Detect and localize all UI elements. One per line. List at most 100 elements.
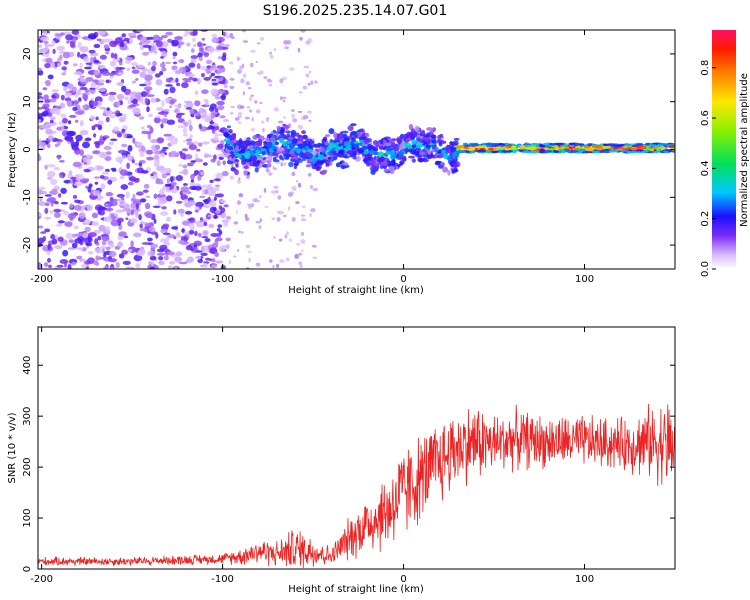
spectrogram-cell xyxy=(72,194,78,199)
spectrogram-cell xyxy=(140,170,149,174)
spectrogram-cell xyxy=(54,245,63,250)
spectrogram-cell xyxy=(126,67,131,72)
spectrogram-cell xyxy=(173,209,177,215)
spectrogram-cell xyxy=(388,165,395,172)
spectrogram-cell xyxy=(392,159,396,166)
spectrogram-cell xyxy=(127,99,132,105)
spectrogram-cell xyxy=(72,106,78,112)
spectrogram-cell xyxy=(93,69,100,76)
spectrogram-cell xyxy=(45,44,54,47)
spectrogram-cell xyxy=(116,82,124,86)
spectrogram-cell xyxy=(159,244,168,250)
spectrogram-cell xyxy=(38,141,44,147)
spectrogram-cell xyxy=(260,36,265,41)
spectrogram-cell xyxy=(92,150,101,155)
spectrogram-cell xyxy=(93,260,99,266)
spectrogram-cell xyxy=(108,258,117,263)
spectrogram-cell xyxy=(254,198,258,203)
spectrogram-cell xyxy=(291,138,298,144)
spectrogram-cell xyxy=(175,77,179,83)
spectrogram-cell xyxy=(97,197,102,201)
spectrogram-cell xyxy=(250,127,255,132)
spectrogram-cell xyxy=(91,125,96,131)
spectrogram-xtick-label: -200 xyxy=(30,274,53,285)
spectrogram-cell xyxy=(118,253,125,259)
spectrogram-cell xyxy=(142,44,152,48)
spectrogram-cell xyxy=(99,175,105,179)
spectrogram-cell xyxy=(57,57,62,63)
spectrogram-cell xyxy=(175,251,183,257)
spectrogram-cell xyxy=(602,143,608,146)
spectrogram-cell xyxy=(439,133,444,138)
spectrogram-cell xyxy=(38,189,43,195)
spectrogram-cell xyxy=(278,238,283,242)
spectrogram-cell xyxy=(289,67,295,71)
spectrogram-cell xyxy=(212,136,219,141)
spectrogram-cell xyxy=(97,235,102,241)
spectrogram-cell xyxy=(77,41,82,49)
spectrogram-cell xyxy=(152,60,157,67)
spectrogram-cell xyxy=(213,196,217,201)
spectrogram-cell xyxy=(434,146,440,153)
spectrogram-cell xyxy=(64,92,72,98)
spectrogram-cell xyxy=(317,160,325,165)
spectrogram-cell xyxy=(150,139,159,144)
spectrogram-cell xyxy=(235,209,238,214)
spectrogram-cell xyxy=(87,251,94,255)
spectrogram-cell xyxy=(263,76,268,79)
spectrogram-cell xyxy=(109,266,116,269)
spectrogram-cell xyxy=(219,115,226,119)
spectrogram-cell xyxy=(209,247,218,255)
spectrogram-cell xyxy=(38,107,43,110)
spectrogram-cell xyxy=(318,154,325,161)
spectrogram-cell xyxy=(181,228,185,233)
spectrogram-cell xyxy=(234,152,240,157)
spectrogram-cell xyxy=(82,104,87,109)
spectrogram-cell xyxy=(216,67,223,74)
spectrogram-cell xyxy=(95,82,105,86)
spectrogram-cell xyxy=(208,258,212,262)
spectrogram-cell xyxy=(101,71,111,76)
spectrogram-cell xyxy=(139,221,145,224)
spectrogram-cell xyxy=(310,80,314,85)
spectrogram-cell xyxy=(91,212,99,219)
spectrogram-cell xyxy=(204,154,213,158)
spectrogram-cell xyxy=(273,107,279,112)
spectrogram-cell xyxy=(296,149,301,154)
spectrogram-cell xyxy=(222,118,230,122)
spectrogram-cell xyxy=(75,134,83,142)
spectrogram-cell xyxy=(108,95,116,102)
spectrogram-cell xyxy=(211,264,218,268)
spectrogram-cell xyxy=(174,266,178,269)
spectrogram-cell xyxy=(585,148,594,152)
spectrogram-cell xyxy=(155,181,164,185)
spectrogram-cell xyxy=(200,112,206,116)
spectrogram-cell xyxy=(103,44,110,49)
spectrogram-cell xyxy=(217,133,224,137)
spectrogram-cell xyxy=(53,212,61,219)
spectrogram-cell xyxy=(369,160,375,165)
spectrogram-cell xyxy=(190,58,197,64)
spectrogram-cell xyxy=(38,213,42,217)
spectrogram-cell xyxy=(211,37,220,44)
spectrogram-cell xyxy=(307,110,312,114)
spectrogram-cell xyxy=(270,190,277,194)
spectrogram-cell xyxy=(184,154,193,160)
spectrogram-cell xyxy=(204,238,211,243)
spectrogram-cell xyxy=(426,152,433,160)
spectrogram-cell xyxy=(61,66,67,71)
snr-xlabel: Height of straight line (km) xyxy=(288,584,424,595)
spectrogram-cell xyxy=(385,142,390,147)
spectrogram-cell xyxy=(253,147,260,150)
spectrogram-cell xyxy=(154,265,159,269)
spectrogram-cell xyxy=(207,196,211,203)
spectrogram-cell xyxy=(277,120,284,124)
spectrogram-cell xyxy=(469,150,476,154)
spectrogram-cell xyxy=(189,134,193,140)
spectrogram-cell xyxy=(246,106,251,109)
spectrogram-cell xyxy=(63,179,72,184)
spectrogram-cell xyxy=(239,149,246,154)
spectrogram-cell xyxy=(134,112,142,115)
spectrogram-ytick-label: 10 xyxy=(22,95,33,108)
spectrogram-cell xyxy=(92,190,101,196)
